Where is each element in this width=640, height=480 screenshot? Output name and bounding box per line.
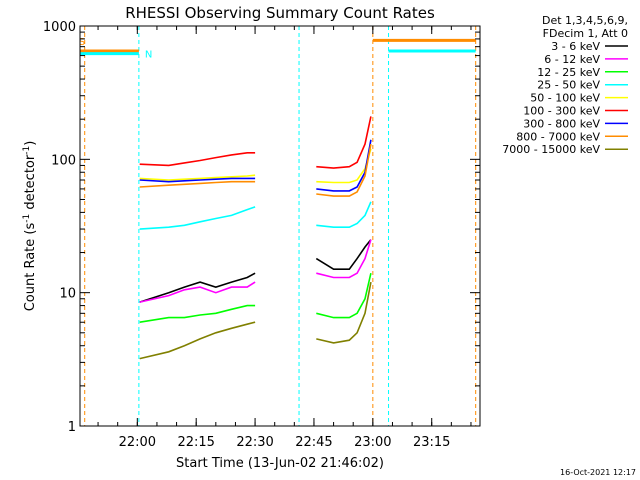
legend-header-line-2: FDecim 1, Att 0: [543, 27, 628, 40]
flag-label-S: S: [79, 37, 85, 48]
series-line-2-1: [316, 273, 372, 319]
x-tick-label: 22:30: [236, 435, 273, 450]
y-tick-label: 100: [51, 153, 76, 168]
legend-label: 3 - 6 keV: [551, 40, 600, 53]
series-line-3-1: [316, 201, 372, 228]
plot-frame: [79, 25, 481, 427]
y-tick-label: 1000: [43, 20, 76, 35]
series-line-8-1: [316, 281, 372, 344]
legend-label: 6 - 12 keV: [544, 53, 600, 66]
y-tick-label: 1: [68, 420, 76, 435]
series-line-7-0: [139, 180, 256, 188]
series-line-6-0: [139, 177, 256, 183]
axis-ticks: 22:00 22:15 22:30 22:45 23:00 23:15 1 10 100 1000: [43, 20, 480, 450]
legend-label: 25 - 50 keV: [537, 79, 600, 92]
chart-title: RHESSI Observing Summary Count Rates: [125, 4, 435, 22]
x-tick-label: 22:15: [177, 435, 214, 450]
series-line-4-0: [139, 174, 256, 181]
y-tick-label: 10: [59, 287, 76, 302]
legend-label: 300 - 800 keV: [523, 117, 600, 130]
x-axis-label: Start Time (13-Jun-02 21:46:02): [176, 456, 384, 471]
flag-label-N: N: [145, 50, 152, 61]
x-tick-label: 23:00: [354, 435, 391, 450]
series-line-5-0: [139, 152, 256, 167]
legend: Det 1,3,4,5,6,9, FDecim 1, Att 0 3 - 6 k…: [502, 14, 628, 156]
series-line-1-0: [139, 281, 256, 303]
legend-header-line-1: Det 1,3,4,5,6,9,: [542, 14, 628, 27]
plot-area: SN: [79, 26, 477, 426]
x-tick-label: 23:15: [413, 435, 450, 450]
series-line-0-1: [315, 239, 372, 271]
series-line-7-1: [316, 143, 372, 197]
legend-label: 800 - 7000 keV: [516, 130, 600, 143]
footer-timestamp: 16-Oct-2021 12:17: [560, 468, 636, 477]
legend-label: 100 - 300 keV: [523, 105, 600, 118]
series-line-5-1: [316, 116, 372, 169]
series-line-2-0: [139, 304, 256, 323]
legend-label: 7000 - 15000 keV: [502, 143, 600, 156]
series-line-8-0: [139, 321, 256, 360]
y-axis-label: Count Rate (s-1 detector-1): [22, 141, 38, 312]
x-tick-label: 22:00: [119, 435, 156, 450]
x-tick-label: 22:45: [295, 435, 332, 450]
legend-label: 12 - 25 keV: [537, 66, 600, 79]
series-line-1-1: [316, 239, 372, 279]
series-line-0-0: [139, 272, 256, 303]
series-line-3-0: [139, 206, 256, 230]
legend-label: 50 - 100 keV: [530, 92, 600, 105]
